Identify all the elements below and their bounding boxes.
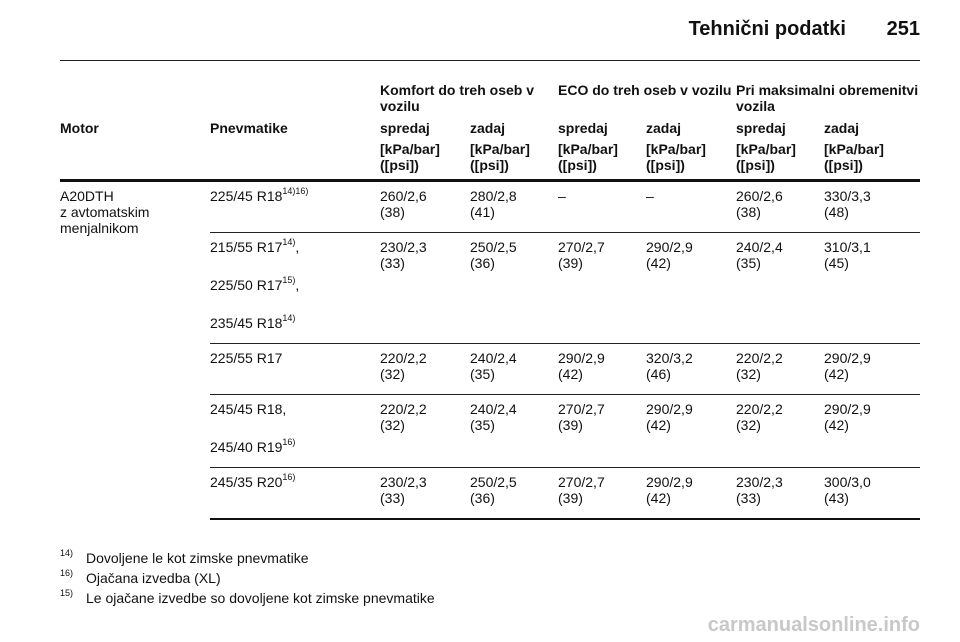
- tyre-size: 245/35 R2016): [210, 472, 296, 490]
- column-header-row: Motor Pnevmatike spredaj zadaj spredaj z…: [60, 118, 920, 138]
- pressure-value: 280/2,8 (41): [470, 180, 559, 233]
- pressure-value: 220/2,2 (32): [380, 343, 470, 395]
- pressure-value: 220/2,2 (32): [380, 394, 470, 468]
- tyre-size-cell: 245/35 R2016): [210, 467, 380, 520]
- pressure-value: 230/2,3 (33): [380, 467, 470, 520]
- pressure-value: 310/3,1 (45): [824, 232, 921, 344]
- pressure-value: –: [558, 180, 647, 233]
- pressure-value: 250/2,5 (36): [470, 467, 559, 520]
- tyre-size: 245/40 R1916): [210, 437, 296, 455]
- pressure-value: 230/2,3 (33): [736, 467, 825, 520]
- page-title: Tehnični podatki: [688, 18, 846, 40]
- footnote-mark: 15): [60, 588, 74, 599]
- pressure-value: 230/2,3 (33): [380, 232, 470, 344]
- table-row: 215/55 R1714), 225/50 R1715), 235/45 R1814…: [60, 232, 921, 344]
- table-row: A20DTH z avtomatskim menjalnikom 225/45 R18…: [60, 180, 921, 236]
- pressure-value: 220/2,2 (32): [736, 343, 825, 395]
- pressure-value: 240/2,4 (35): [470, 394, 559, 468]
- footnote-text: Le ojačane izvedbe so dovoljene kot zims…: [86, 590, 435, 606]
- tyre-size: 235/45 R1814): [210, 313, 296, 331]
- pressure-value: 240/2,4 (35): [470, 343, 559, 395]
- pressure-value: 300/3,0 (43): [824, 467, 921, 520]
- column-header-rear: zadaj: [470, 120, 506, 136]
- unit-label: [kPa/bar] ([psi]): [646, 141, 706, 173]
- unit-label: [kPa/bar] ([psi]): [380, 141, 440, 173]
- unit-label: [kPa/bar] ([psi]): [558, 141, 618, 173]
- motor-cell: A20DTH z avtomatskim menjalnikom: [60, 181, 210, 520]
- column-header-front: spredaj: [558, 120, 608, 136]
- watermark: carmanualsonline.info: [707, 614, 920, 636]
- unit-label: [kPa/bar] ([psi]): [824, 141, 884, 173]
- footnote: 15) Le ojačane izvedbe so dovoljene kot z…: [60, 588, 435, 606]
- pressure-value: 250/2,5 (36): [470, 232, 559, 344]
- column-header-rear: zadaj: [824, 120, 860, 136]
- tyre-pressure-table: Komfort do treh oseb v vozilu ECO do tre…: [60, 82, 921, 520]
- pressure-value: 270/2,7 (39): [558, 394, 647, 468]
- pressure-value: 330/3,3 (48): [824, 180, 921, 233]
- table-row: 245/45 R18, 245/40 R1916) 220/2,2 (32) 240/2…: [60, 394, 921, 468]
- tyre-size: 245/45 R18,: [210, 401, 287, 417]
- footnote-reference: 14): [282, 313, 296, 324]
- footnote-mark: 16): [60, 568, 74, 579]
- footnote-text: Ojačana izvedba (XL): [86, 570, 221, 586]
- group-header-max-load: Pri maksimalni obremenitvi vozila: [736, 82, 919, 114]
- group-header-eco: ECO do treh oseb v vozilu: [558, 82, 732, 98]
- column-header-front: spredaj: [380, 120, 430, 136]
- column-header-rear: zadaj: [646, 120, 682, 136]
- footnote-text: Dovoljene le kot zimske pnevmatike: [86, 550, 309, 566]
- page-number: 251: [886, 18, 920, 40]
- table-row: 225/55 R17 220/2,2 (32) 240/2,4 (35) 290/2,9(…: [60, 343, 921, 395]
- pressure-value: 270/2,7 (39): [558, 232, 647, 344]
- group-header-row: Komfort do treh oseb v vozilu ECO do tre…: [60, 82, 920, 118]
- column-header-motor: Motor: [60, 120, 99, 136]
- tyre-size-cell: 225/55 R17: [210, 343, 380, 395]
- column-header-tyres: Pnevmatike: [210, 120, 288, 136]
- pressure-value: 220/2,2 (32): [736, 394, 825, 468]
- pressure-value: 290/2,9 (42): [646, 394, 737, 468]
- pressure-value: –: [646, 180, 737, 233]
- pressure-value: 290/2,9 (42): [646, 232, 737, 344]
- group-header-comfort: Komfort do treh oseb v vozilu: [380, 82, 535, 114]
- tyre-size: 225/55 R17: [210, 350, 283, 366]
- tyre-size: 225/45 R1814)16): [210, 186, 309, 204]
- header-rule: [60, 60, 920, 61]
- footnote-reference: 16): [282, 437, 296, 448]
- pressure-value: 290/2,9 (42): [558, 343, 647, 395]
- tyre-size-cell: 225/45 R1814)16): [210, 180, 380, 233]
- pressure-value: 290/2,9 (42): [646, 467, 737, 520]
- pressure-value: 260/2,6 (38): [380, 180, 470, 233]
- unit-label: [kPa/bar] ([psi]): [470, 141, 530, 173]
- pressure-value: 260/2,6 (38): [736, 180, 825, 233]
- footnote-reference: 16): [282, 472, 296, 483]
- tyre-size-cell: 215/55 R1714), 225/50 R1715), 235/45 R1814…: [210, 232, 380, 344]
- footnote: 14) Dovoljene le kot zimske pnevmatike: [60, 548, 309, 566]
- column-header-front: spredaj: [736, 120, 786, 136]
- unit-label: [kPa/bar] ([psi]): [736, 141, 796, 173]
- tyre-size: 215/55 R1714),: [210, 237, 300, 255]
- footnote: 16) Ojačana izvedba (XL): [60, 568, 221, 586]
- footnote-reference: 15): [282, 275, 296, 286]
- footnote-mark: 14): [60, 548, 74, 559]
- pressure-value: 290/2,9 (42): [824, 394, 921, 468]
- motor-line: A20DTH: [60, 188, 114, 204]
- tyre-size: 225/50 R1715),: [210, 275, 300, 293]
- table-row: 245/35 R2016) 230/2,3 (33) 250/2,5 (36) 270/2…: [60, 467, 921, 520]
- footnote-reference: 14)16): [282, 186, 309, 197]
- pressure-value: 320/3,2 (46): [646, 343, 737, 395]
- motor-line: z avtomatskim: [60, 204, 150, 220]
- pressure-value: 290/2,9 (42): [824, 343, 921, 395]
- motor-line: menjalnikom: [60, 220, 139, 236]
- pressure-value: 240/2,4 (35): [736, 232, 825, 344]
- unit-header-row: [kPa/bar] ([psi]) [kPa/bar] ([psi]) [kPa/b…: [60, 138, 921, 181]
- pressure-value: 270/2,7 (39): [558, 467, 647, 520]
- tyre-size-cell: 245/45 R18, 245/40 R1916): [210, 394, 380, 468]
- footnote-reference: 14): [282, 237, 296, 248]
